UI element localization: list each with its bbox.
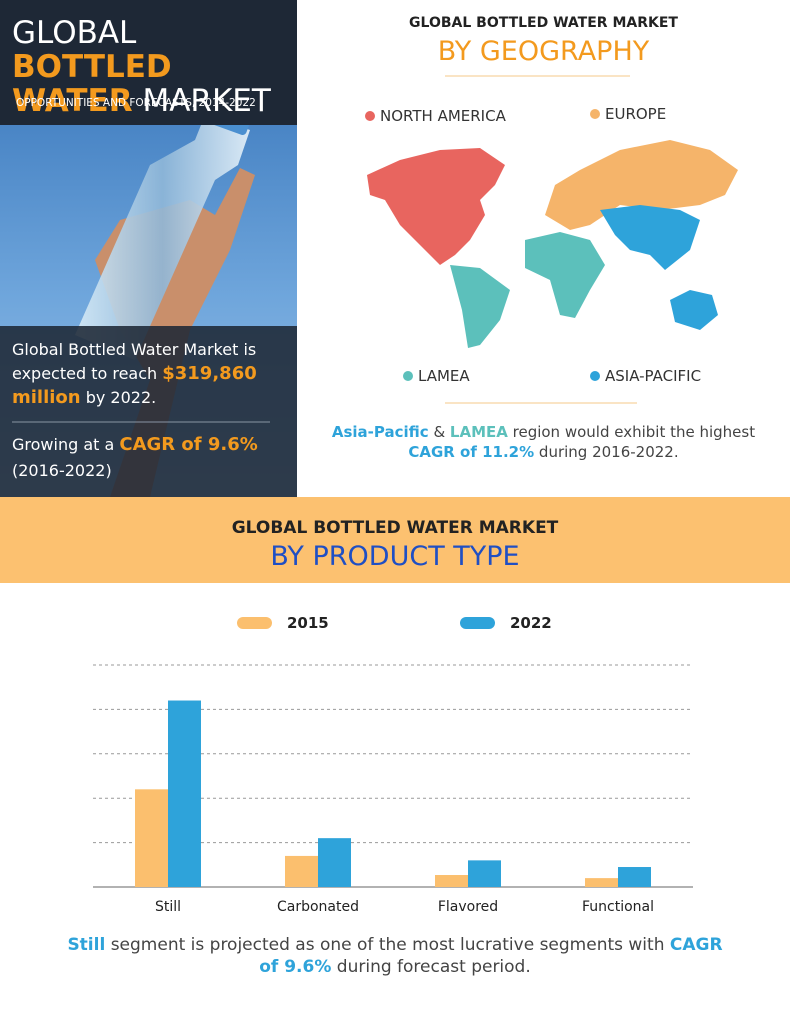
- title-part: MARKET: [142, 83, 271, 119]
- title-part: BOTTLED: [12, 49, 172, 85]
- chart: 2015 2022 Still Carbonated Flavored Functiona…: [93, 614, 693, 915]
- legend-swatch: [590, 371, 600, 381]
- chart-note: Still segment is projected as one of the…: [60, 934, 730, 978]
- highlight: $319,860 million: [12, 363, 257, 408]
- photo: [0, 0, 297, 497]
- highlight: CAGR of 9.6%: [259, 935, 723, 977]
- x-tick-label: Flavored: [438, 899, 498, 915]
- bar: [318, 838, 351, 887]
- legend-label: 2022: [510, 614, 552, 632]
- text: by 2022.: [80, 388, 157, 407]
- title-part: WATER: [12, 83, 133, 119]
- region-shape: [450, 265, 510, 348]
- title-part: GLOBAL: [12, 15, 137, 51]
- geo-subtitle: BY GEOGRAPHY: [437, 36, 650, 67]
- geo-note: Asia-Pacific & LAMEA region would exhibi…: [297, 422, 790, 462]
- left-title: GLOBAL BOTTLED WATER MARKET: [12, 16, 297, 118]
- legend-swatch: [237, 617, 272, 629]
- region-shape: [525, 232, 605, 318]
- highlight: Still: [67, 935, 106, 955]
- legend-swatch: [403, 371, 413, 381]
- text: Growing at a: [12, 435, 120, 454]
- highlight: CAGR of 11.2%: [408, 443, 535, 461]
- legend-label: 2015: [287, 614, 329, 632]
- text: Global Bottled Water Market is expected …: [12, 340, 257, 383]
- legend-label: NORTH AMERICA: [380, 107, 507, 125]
- chart-title: GLOBAL BOTTLED WATER MARKET: [231, 518, 559, 538]
- text: (2016-2022): [12, 461, 112, 480]
- world-map: NORTH AMERICA EUROPE LAMEA ASIA-PACIFIC: [365, 75, 738, 404]
- legend-label: ASIA-PACIFIC: [605, 367, 701, 385]
- x-tick-label: Functional: [582, 899, 654, 915]
- region-shape: [670, 290, 718, 330]
- x-tick-label: Still: [155, 899, 181, 915]
- geo-title: GLOBAL BOTTLED WATER MARKET: [409, 15, 678, 31]
- stat-1: Global Bottled Water Market is expected …: [12, 338, 287, 410]
- highlight: LAMEA: [449, 423, 508, 441]
- bar: [135, 789, 168, 887]
- band: [0, 497, 790, 583]
- x-tick-label: Carbonated: [277, 899, 359, 915]
- text: &: [428, 423, 450, 441]
- highlight: Asia-Pacific: [331, 423, 429, 441]
- bar: [168, 700, 201, 887]
- bar: [435, 875, 468, 887]
- left-subtitle: OPPORTUNITIES AND FORECASTS, 2014-2022: [16, 97, 256, 109]
- legend-swatch: [460, 617, 495, 629]
- highlight: CAGR of 9.6%: [119, 434, 258, 455]
- legend-label: EUROPE: [605, 105, 666, 123]
- text: during forecast period.: [331, 957, 531, 977]
- text: during 2016-2022.: [534, 443, 679, 461]
- text: region would exhibit the highest: [507, 423, 756, 441]
- region-shape: [367, 148, 505, 265]
- legend-label: LAMEA: [418, 367, 470, 385]
- stat-2: Growing at a CAGR of 9.6% (2016-2022): [12, 432, 287, 484]
- region-shape: [600, 205, 700, 270]
- bar: [618, 867, 651, 887]
- region-shape: [545, 140, 738, 230]
- legend-swatch: [365, 111, 375, 121]
- text: segment is projected as one of the most …: [105, 935, 670, 955]
- bar: [585, 878, 618, 887]
- bar: [468, 860, 501, 887]
- bar: [285, 855, 318, 887]
- legend-swatch: [590, 109, 600, 119]
- chart-subtitle: BY PRODUCT TYPE: [270, 541, 520, 572]
